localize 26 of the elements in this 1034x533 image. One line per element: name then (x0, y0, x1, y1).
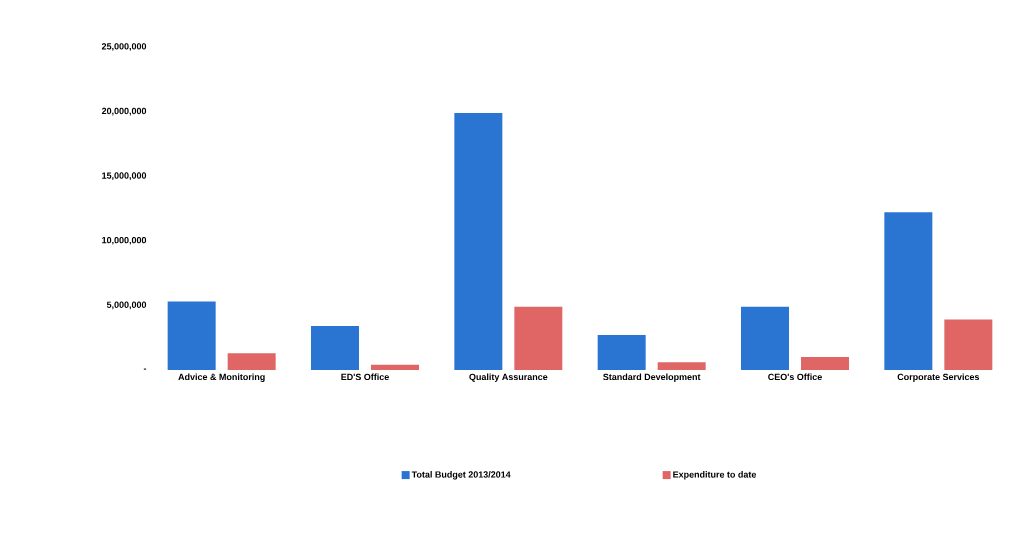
legend-label: Total Budget 2013/2014 (411, 471, 511, 480)
bar (167, 301, 216, 370)
x-tick-label: Advice & Monitoring (178, 373, 265, 382)
legend-label: Expenditure to date (673, 471, 757, 480)
bar (944, 319, 993, 370)
x-tick-label: Standard Development (603, 373, 701, 382)
bar (801, 357, 850, 370)
y-tick-label: 5,000,000 (106, 301, 147, 310)
bar (597, 335, 646, 370)
y-tick-label: 25,000,000 (101, 43, 147, 51)
bar (741, 306, 790, 370)
x-tick-label: CEO's Office (768, 373, 822, 381)
y-tick-label: 10,000,000 (102, 236, 147, 245)
y-tick-label: 20,000,000 (101, 107, 147, 116)
bar (227, 353, 276, 370)
bar (311, 326, 359, 370)
x-tick-label: ED'S Office (341, 373, 389, 381)
bar (514, 306, 563, 370)
bar (454, 112, 503, 370)
x-tick-label: Corporate Services (897, 373, 980, 382)
y-tick-label: 15,000,000 (102, 172, 147, 181)
bar (371, 364, 419, 370)
bar (657, 362, 706, 370)
bar (884, 212, 933, 370)
x-tick-label: Quality Assurance (469, 373, 548, 382)
y-tick-label: - (143, 368, 147, 370)
